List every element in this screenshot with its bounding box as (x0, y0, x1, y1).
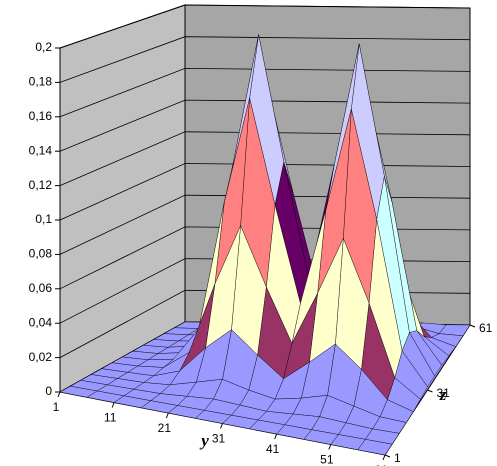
z-tick-label: 31 (437, 386, 451, 400)
z-tick-label: 61 (479, 321, 493, 335)
z-axis-label: z (439, 385, 447, 404)
x-tick-mark (274, 433, 278, 440)
x-tick-label: 61 (374, 463, 388, 466)
x-tick-label: 31 (212, 432, 226, 446)
grid-line (59, 67, 471, 118)
y-tick-label: 0,08 (29, 247, 53, 261)
y-tick-label: 0,06 (29, 281, 53, 295)
x-tick-mark (165, 412, 169, 419)
grid-line (59, 4, 471, 49)
x-tick-mark (328, 444, 332, 450)
y-tick-label: 0,1 (35, 212, 52, 226)
x-tick-label: 11 (104, 411, 117, 425)
y-tick-label: 0,2 (35, 40, 52, 54)
y-tick-label: 0,04 (29, 315, 53, 329)
y-tick-label: 0,14 (29, 143, 53, 157)
y-tick-label: 0,18 (29, 75, 53, 89)
x-tick-label: 1 (53, 400, 60, 414)
x-tick-mark (382, 454, 386, 461)
x-axis-label: y (199, 431, 209, 450)
surface (59, 34, 471, 456)
surface-cell (357, 439, 393, 456)
z-tick-mark (427, 389, 433, 393)
grid-line (59, 36, 471, 83)
x-tick-mark (57, 391, 61, 398)
x-tick-label: 51 (320, 453, 334, 466)
x-tick-mark (111, 402, 115, 408)
x-tick-mark (220, 423, 223, 429)
x-tick-label: 21 (158, 421, 172, 435)
z-tick-label: 1 (394, 451, 401, 465)
y-tick-label: 0 (45, 384, 52, 398)
y-tick-label: 0,16 (29, 109, 53, 123)
x-tick-label: 41 (266, 442, 280, 456)
z-tick-mark (469, 324, 476, 328)
z-tick-mark (384, 454, 391, 458)
grid-line (59, 99, 471, 152)
y-tick-label: 0,12 (29, 178, 53, 192)
y-tick-label: 0,02 (29, 350, 53, 364)
